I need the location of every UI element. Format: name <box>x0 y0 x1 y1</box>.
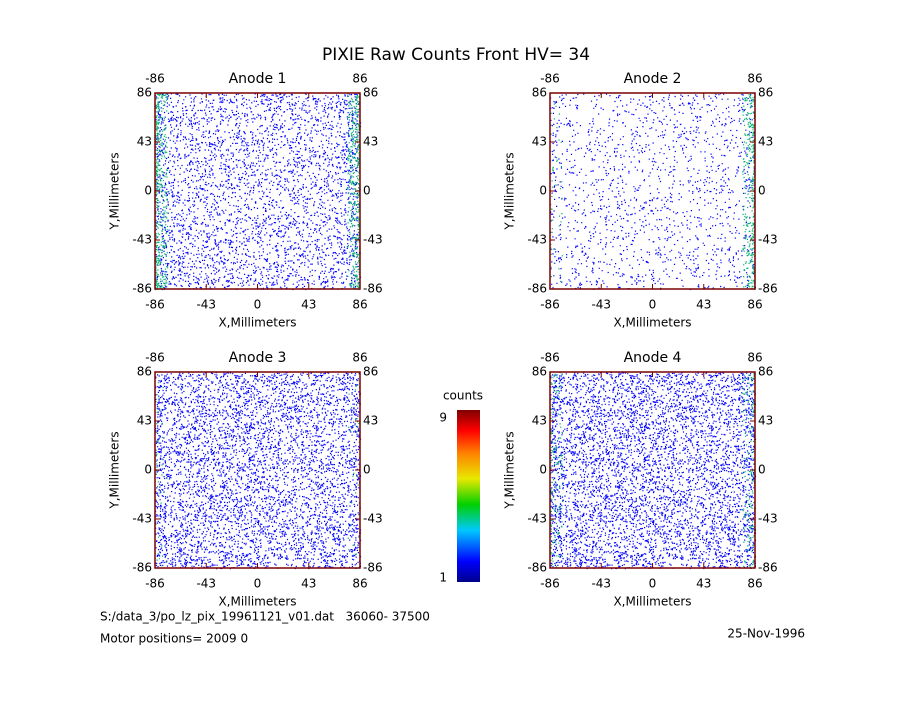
x-tick-label: 43 <box>301 577 316 591</box>
x-tick-label: -86 <box>540 298 560 312</box>
y-tick-label: 86 <box>137 86 152 100</box>
y-tick-label: 0 <box>539 184 547 198</box>
y-tick-label: -86 <box>132 282 152 296</box>
y-tick-label-right: 86 <box>758 86 773 100</box>
y-tick-label-right: -86 <box>363 282 383 296</box>
x-tick-label: 0 <box>649 298 657 312</box>
y-tick-label-right: 0 <box>758 184 766 198</box>
motor-info: Motor positions= 2009 0 <box>100 632 248 646</box>
x-tick-label-top: 86 <box>747 351 762 365</box>
x-axis-label: X,Millimeters <box>218 316 296 330</box>
x-tick-label: -86 <box>145 577 165 591</box>
count-texture <box>155 372 362 570</box>
x-axis-label: X,Millimeters <box>218 595 296 609</box>
y-axis-label: Y,Millimeters <box>503 152 517 230</box>
x-tick-label: -86 <box>540 577 560 591</box>
y-tick-label-right: 86 <box>363 86 378 100</box>
x-tick-label: -86 <box>145 298 165 312</box>
y-tick-label: 43 <box>532 414 547 428</box>
y-tick-label-right: -86 <box>363 561 383 575</box>
y-tick-label-right: -43 <box>363 512 383 526</box>
y-tick-label-right: -86 <box>758 282 778 296</box>
y-tick-label: 43 <box>532 135 547 149</box>
y-tick-label-right: -43 <box>363 233 383 247</box>
y-tick-label: 43 <box>137 414 152 428</box>
y-tick-label-right: 43 <box>363 414 378 428</box>
colorbar-tick-label: 1 <box>439 571 447 585</box>
x-tick-label: 0 <box>254 298 262 312</box>
y-tick-label-right: 0 <box>758 463 766 477</box>
x-tick-label: 43 <box>696 298 711 312</box>
y-tick-label-right: 0 <box>363 184 371 198</box>
x-tick-label-top: 86 <box>352 351 367 365</box>
y-tick-label-right: 43 <box>758 414 773 428</box>
x-tick-label: -43 <box>196 298 216 312</box>
x-tick-label: 86 <box>747 577 762 591</box>
y-tick-label: 86 <box>137 365 152 379</box>
y-tick-label: -43 <box>132 512 152 526</box>
count-texture <box>550 93 756 291</box>
panel-title: Anode 1 <box>229 71 287 87</box>
x-tick-label: 86 <box>352 577 367 591</box>
x-tick-label: 86 <box>352 298 367 312</box>
y-tick-label: -86 <box>132 561 152 575</box>
x-tick-label: -43 <box>591 577 611 591</box>
y-tick-label: -43 <box>527 233 547 247</box>
y-tick-label: -43 <box>527 512 547 526</box>
y-tick-label: 0 <box>144 184 152 198</box>
y-axis-label: Y,Millimeters <box>108 431 122 509</box>
file-info: S:/data_3/po_lz_pix_19961121_v01.dat 360… <box>100 610 430 624</box>
y-tick-label: -86 <box>527 561 547 575</box>
x-tick-label-top: 86 <box>747 72 762 86</box>
x-tick-label-top: -86 <box>145 351 165 365</box>
y-tick-label-right: 86 <box>363 365 378 379</box>
x-tick-label-top: -86 <box>540 72 560 86</box>
x-axis-label: X,Millimeters <box>613 316 691 330</box>
date: 25-Nov-1996 <box>727 627 805 641</box>
y-tick-label: 0 <box>144 463 152 477</box>
plot-frame <box>549 92 756 290</box>
x-tick-label: 86 <box>747 298 762 312</box>
plot-frame <box>154 92 361 290</box>
y-tick-label-right: 43 <box>758 135 773 149</box>
panel-title: Anode 2 <box>624 71 682 87</box>
x-tick-label: 0 <box>649 577 657 591</box>
y-tick-label: -43 <box>132 233 152 247</box>
y-tick-label-right: -86 <box>758 561 778 575</box>
edge-texture <box>155 93 361 291</box>
count-texture <box>550 372 757 570</box>
y-tick-label-right: 0 <box>363 463 371 477</box>
count-texture <box>155 93 362 291</box>
y-axis-label: Y,Millimeters <box>503 431 517 509</box>
x-tick-label: -43 <box>196 577 216 591</box>
colorbar-tick-label: 9 <box>439 411 447 425</box>
y-tick-label: -86 <box>527 282 547 296</box>
y-tick-label-right: -43 <box>758 512 778 526</box>
y-tick-label-right: -43 <box>758 233 778 247</box>
x-tick-label-top: 86 <box>352 72 367 86</box>
panel-title: Anode 3 <box>229 350 287 366</box>
y-tick-label: 86 <box>532 365 547 379</box>
x-tick-label-top: -86 <box>540 351 560 365</box>
y-axis-label: Y,Millimeters <box>108 152 122 230</box>
x-tick-label: 43 <box>301 298 316 312</box>
y-tick-label-right: 86 <box>758 365 773 379</box>
panel-title: Anode 4 <box>624 350 682 366</box>
x-tick-label: -43 <box>591 298 611 312</box>
colorbar-label: counts <box>443 389 483 403</box>
x-tick-label-top: -86 <box>145 72 165 86</box>
x-tick-label: 0 <box>254 577 262 591</box>
x-tick-label: 43 <box>696 577 711 591</box>
y-tick-label: 0 <box>539 463 547 477</box>
colorbar <box>457 410 480 582</box>
figure-title: PIXIE Raw Counts Front HV= 34 <box>322 45 590 65</box>
y-tick-label: 86 <box>532 86 547 100</box>
y-tick-label: 43 <box>137 135 152 149</box>
y-tick-label-right: 43 <box>363 135 378 149</box>
x-axis-label: X,Millimeters <box>613 595 691 609</box>
